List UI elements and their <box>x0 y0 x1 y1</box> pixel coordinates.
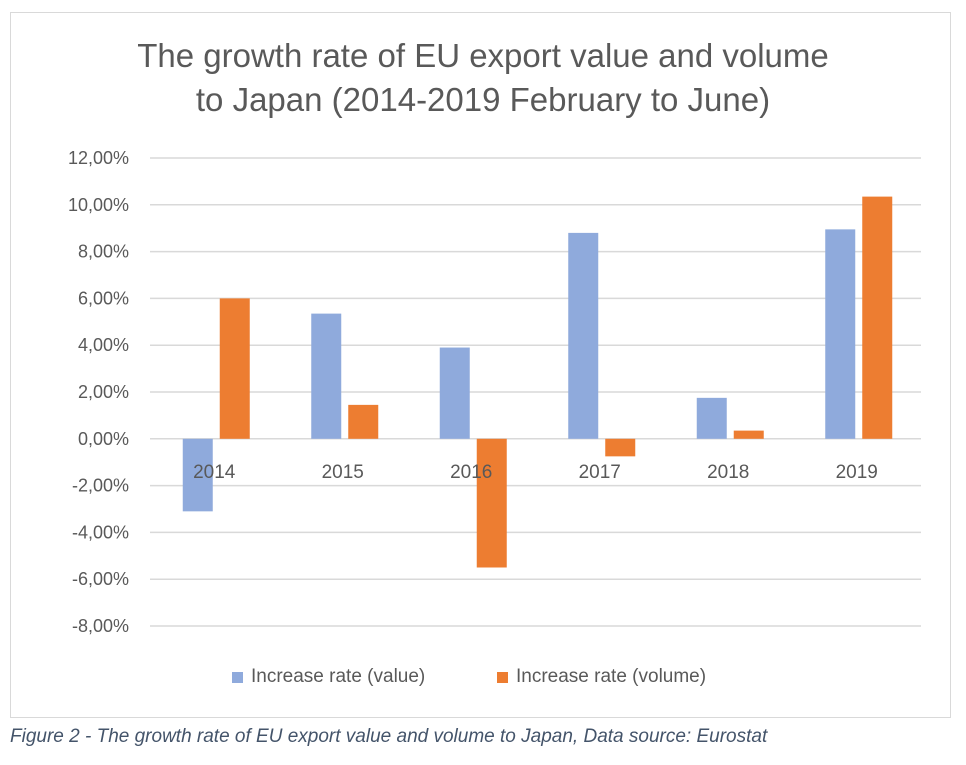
y-tick-label: 6,00% <box>78 288 129 308</box>
legend-swatch-volume <box>497 671 508 683</box>
y-tick-label: 10,00% <box>68 195 129 215</box>
bar-volume-2017 <box>605 438 636 457</box>
legend-item-volume: Increase rate (volume) <box>497 666 706 688</box>
bar-volume-2018 <box>733 430 764 439</box>
bar-value-2018 <box>696 397 727 439</box>
y-tick-label: 12,00% <box>68 148 129 168</box>
y-tick-label: 8,00% <box>78 242 129 262</box>
bar-value-2019 <box>825 229 856 439</box>
x-tick-label: 2019 <box>836 462 878 483</box>
chart-frame <box>10 12 951 718</box>
x-tick-label: 2016 <box>450 462 492 483</box>
x-tick-label: 2017 <box>579 462 621 483</box>
figure-caption: Figure 2 - The growth rate of EU export … <box>10 726 768 747</box>
bar-value-2017 <box>568 232 599 439</box>
legend-swatch-value <box>232 671 243 683</box>
legend-item-value: Increase rate (value) <box>232 666 425 688</box>
bar-volume-2014 <box>219 298 250 439</box>
y-tick-label: -4,00% <box>72 522 129 542</box>
x-tick-label: 2014 <box>193 462 236 483</box>
y-tick-label: 2,00% <box>78 382 129 402</box>
bar-value-2016 <box>439 347 470 439</box>
x-tick-label: 2018 <box>707 462 749 483</box>
y-tick-label: -6,00% <box>72 569 129 589</box>
bar-volume-2015 <box>348 404 379 439</box>
x-tick-label: 2015 <box>322 462 364 483</box>
y-tick-label: -2,00% <box>72 476 129 496</box>
bar-volume-2019 <box>862 196 893 439</box>
y-tick-label: 4,00% <box>78 335 129 355</box>
y-tick-label: -8,00% <box>72 616 129 636</box>
bar-value-2014 <box>182 438 213 512</box>
bar-volume-2016 <box>476 438 507 568</box>
chart-title: The growth rate of EU export value and v… <box>137 37 829 118</box>
legend-label-volume: Increase rate (volume) <box>516 666 707 687</box>
bar-value-2015 <box>311 313 342 439</box>
y-tick-label: 0,00% <box>78 429 129 449</box>
legend-label-value: Increase rate (value) <box>251 666 426 687</box>
